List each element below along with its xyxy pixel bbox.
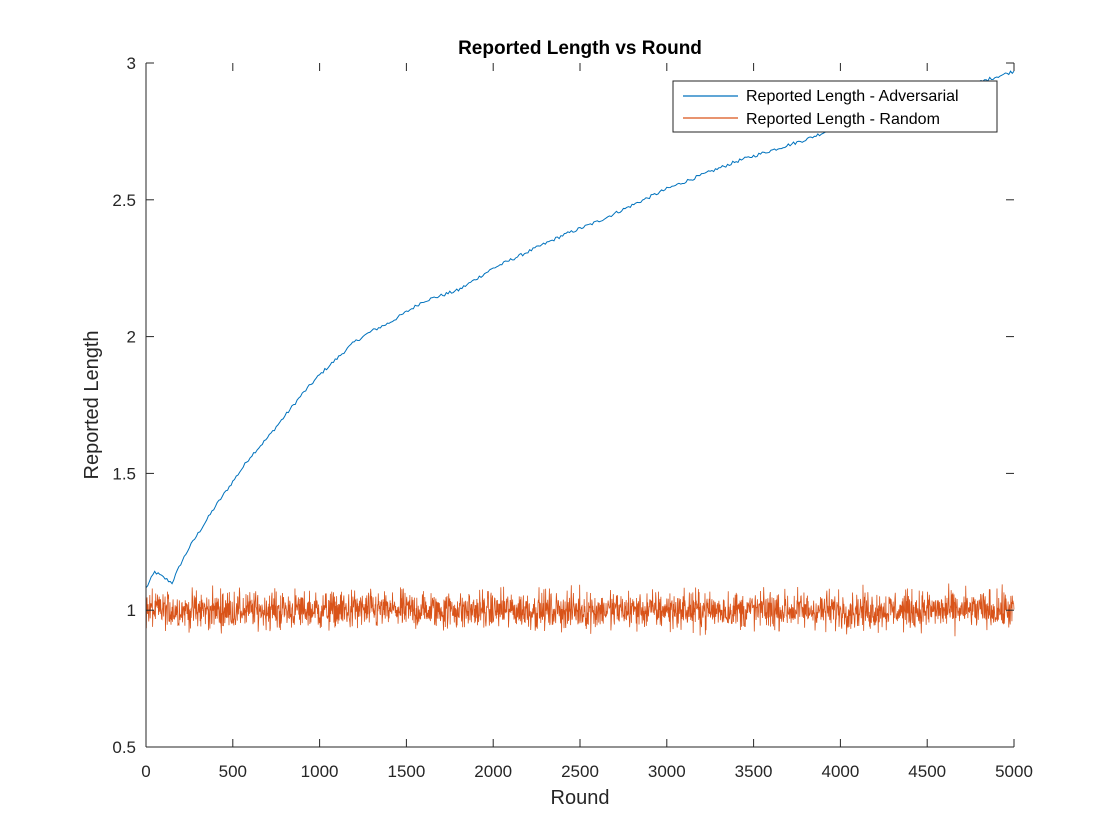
x-tick-label: 1500: [387, 762, 425, 781]
series-line-random: [145, 583, 1015, 637]
legend-box: [672, 80, 998, 133]
x-tick-label: 1000: [301, 762, 339, 781]
x-tick-label: 2500: [561, 762, 599, 781]
y-tick-label: 1: [127, 601, 136, 620]
y-tick-label: 0.5: [112, 738, 136, 757]
y-ticks: 0.5 1 1.5 2 2.5 3: [112, 54, 1014, 757]
x-axis-label: Round: [551, 787, 610, 809]
x-tick-label: 3000: [648, 762, 686, 781]
legend: Reported Length - Adversarial Reported L…: [672, 80, 998, 133]
x-tick-label: 0: [141, 762, 150, 781]
x-tick-label: 500: [219, 762, 247, 781]
x-tick-label: 3500: [735, 762, 773, 781]
plot-area: [146, 63, 1014, 747]
y-axis-label: Reported Length: [81, 330, 103, 479]
x-tick-label: 2000: [474, 762, 512, 781]
y-tick-label: 3: [127, 54, 136, 73]
y-tick-label: 2.5: [112, 191, 136, 210]
y-tick-label: 2: [127, 328, 136, 347]
legend-label-adversarial: Reported Length - Adversarial: [746, 88, 959, 105]
x-tick-label: 5000: [995, 762, 1033, 781]
chart-title: Reported Length vs Round: [458, 38, 702, 59]
x-tick-label: 4000: [821, 762, 859, 781]
y-tick-label: 1.5: [112, 464, 136, 483]
x-tick-label: 4500: [908, 762, 946, 781]
x-ticks: 0 500 1000 1500 2000 2500 3000 3500 4000 4500 5000: [141, 63, 1033, 781]
legend-label-random: Reported Length - Random: [746, 111, 940, 128]
